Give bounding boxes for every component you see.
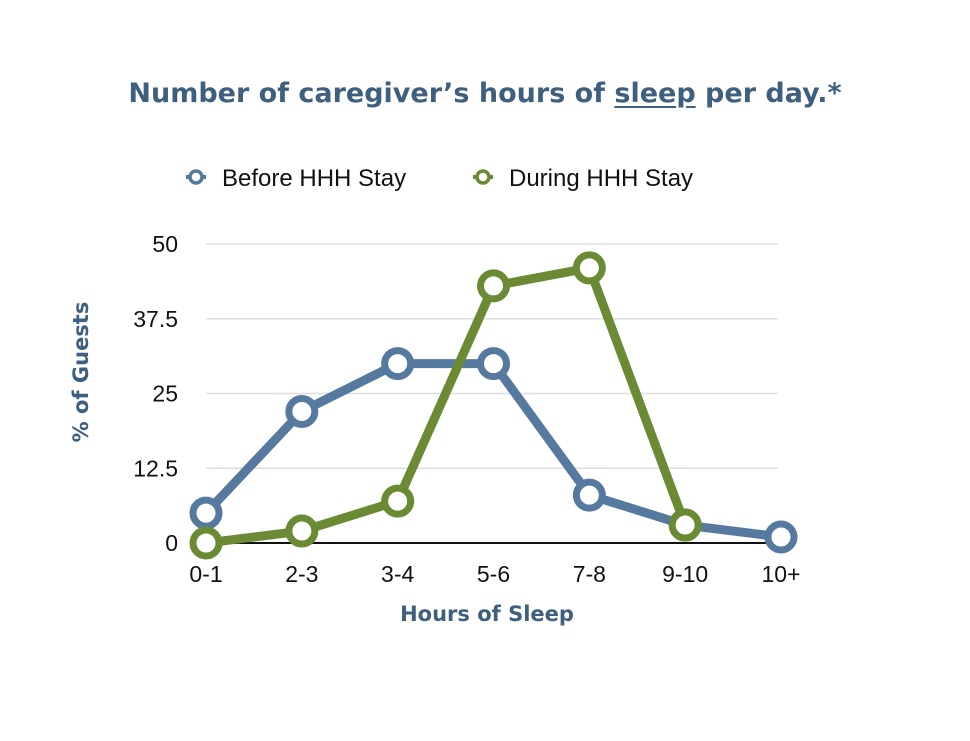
data-point <box>381 484 415 518</box>
data-point <box>285 394 319 428</box>
y-tick-label: 50 <box>152 231 178 257</box>
legend: Before HHH Stay During HHH Stay <box>186 165 693 192</box>
x-tick-label: 7-8 <box>573 561 606 587</box>
legend-label: Before HHH Stay <box>222 165 406 192</box>
data-point <box>189 496 223 530</box>
data-point <box>189 526 223 560</box>
legend-label: During HHH Stay <box>509 165 693 192</box>
legend-marker <box>475 169 491 185</box>
series-1 <box>189 347 798 554</box>
data-point <box>477 347 510 381</box>
title-underlined-word: sleep <box>614 78 696 109</box>
y-axis-ticks: 0 12.5 25 37.5 50 <box>133 231 178 556</box>
legend-item-2: During HHH Stay <box>473 165 693 192</box>
series-2 <box>189 251 702 560</box>
chart-title: Number of caregiver’s hours of sleep per… <box>0 78 970 109</box>
y-tick-label: 25 <box>152 381 178 407</box>
x-tick-label: 2-3 <box>285 561 318 587</box>
title-part-2: per day.* <box>695 78 842 109</box>
y-tick-label: 37.5 <box>133 306 178 332</box>
x-axis-ticks: 0-1 2-3 3-4 5-6 7-8 9-10 10+ <box>189 561 800 587</box>
x-axis-title: Hours of Sleep <box>400 602 574 626</box>
data-point <box>572 251 606 285</box>
y-axis-title: % of Guests <box>69 302 93 443</box>
title-part-1: Number of caregiver’s hours of <box>128 78 615 109</box>
data-point <box>477 269 510 303</box>
data-point <box>285 514 319 548</box>
x-tick-label: 5-6 <box>477 561 510 587</box>
y-tick-label: 12.5 <box>133 455 178 481</box>
data-point <box>668 508 702 542</box>
data-point <box>764 520 798 554</box>
x-tick-label: 9-10 <box>662 561 708 587</box>
x-tick-label: 3-4 <box>381 561 414 587</box>
data-point <box>381 347 415 381</box>
x-tick-label: 0-1 <box>189 561 222 587</box>
legend-item-1: Before HHH Stay <box>186 165 406 192</box>
series-group <box>189 251 798 560</box>
x-tick-label: 10+ <box>761 561 800 587</box>
legend-marker <box>188 169 204 185</box>
y-tick-label: 0 <box>165 530 178 556</box>
data-point <box>572 478 606 512</box>
series-line <box>201 359 786 542</box>
